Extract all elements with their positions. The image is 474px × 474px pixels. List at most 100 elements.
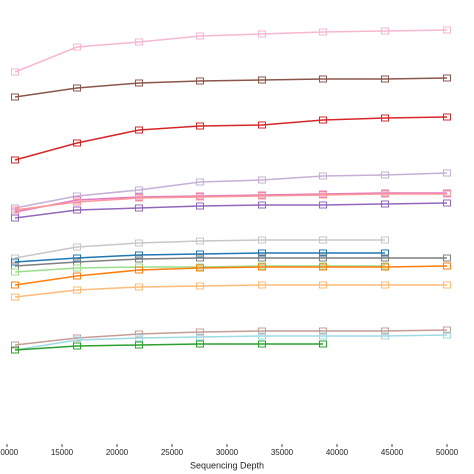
point-marker [134, 330, 143, 338]
point-marker [318, 191, 327, 199]
point-marker [257, 236, 266, 244]
point-marker [442, 199, 451, 207]
point-marker [380, 75, 389, 83]
point-marker [195, 193, 204, 201]
point-marker [10, 281, 19, 289]
series-line [14, 172, 448, 209]
point-marker [72, 43, 81, 51]
point-marker [380, 171, 389, 179]
point-marker [134, 283, 143, 291]
series-line [14, 193, 447, 211]
point-marker [72, 243, 81, 251]
point-marker [10, 341, 19, 349]
point-marker [195, 77, 204, 85]
point-marker [380, 27, 389, 35]
point-marker [72, 206, 81, 214]
point-marker [257, 327, 266, 335]
point-marker [442, 326, 451, 334]
point-marker [442, 169, 451, 177]
point-marker [257, 192, 266, 200]
point-marker [72, 264, 81, 272]
point-marker [442, 74, 451, 82]
series-line [14, 284, 447, 298]
x-tick-label: 50000 [436, 448, 459, 457]
x-tick-label: 25000 [161, 448, 184, 457]
x-axis-label: Sequencing Depth [190, 460, 264, 470]
point-marker [195, 122, 204, 130]
point-marker [380, 332, 389, 340]
point-marker [10, 156, 19, 164]
point-marker [257, 281, 266, 289]
point-marker [134, 38, 143, 46]
point-marker [134, 266, 143, 274]
series-line [14, 334, 448, 351]
point-marker [318, 116, 327, 124]
point-marker [134, 186, 143, 194]
point-marker [257, 340, 266, 348]
point-marker [318, 236, 327, 244]
point-marker [10, 254, 19, 262]
point-marker [442, 254, 451, 262]
point-marker [134, 126, 143, 134]
point-marker [195, 250, 204, 258]
point-marker [318, 75, 327, 83]
point-marker [380, 254, 389, 262]
point-marker [195, 340, 204, 348]
point-marker [318, 340, 327, 348]
point-marker [257, 254, 266, 262]
x-tick-label: 15000 [51, 448, 74, 457]
x-tick-label: 45000 [381, 448, 404, 457]
point-marker [72, 139, 81, 147]
series-line [14, 29, 448, 73]
point-marker [195, 237, 204, 245]
point-marker [318, 201, 327, 209]
point-marker [72, 272, 81, 280]
point-marker [134, 334, 143, 342]
point-marker [257, 263, 266, 271]
point-marker [134, 204, 143, 212]
series-line [14, 252, 385, 263]
point-marker [380, 114, 389, 122]
point-marker [380, 236, 389, 244]
point-marker [10, 268, 19, 276]
point-marker [195, 32, 204, 40]
point-marker [134, 341, 143, 349]
point-marker [134, 251, 143, 259]
point-marker [257, 332, 266, 340]
point-marker [380, 327, 389, 335]
point-marker [72, 84, 81, 92]
point-marker [195, 202, 204, 210]
point-marker [10, 214, 19, 222]
series-line [14, 116, 448, 161]
series-line [14, 343, 323, 351]
point-marker [195, 254, 204, 262]
point-marker [318, 28, 327, 36]
point-marker [380, 200, 389, 208]
point-marker [10, 293, 19, 301]
point-marker [318, 281, 327, 289]
point-marker [257, 201, 266, 209]
series-line [14, 265, 385, 273]
point-marker [10, 68, 19, 76]
point-marker [318, 327, 327, 335]
point-marker [257, 121, 266, 129]
point-marker [10, 93, 19, 101]
point-marker [318, 172, 327, 180]
point-marker [134, 194, 143, 202]
point-marker [380, 190, 389, 198]
point-marker [72, 198, 81, 206]
point-marker [442, 190, 451, 198]
point-marker [257, 30, 266, 38]
series-line [14, 77, 448, 98]
point-marker [442, 331, 451, 339]
point-marker [195, 282, 204, 290]
point-marker [195, 178, 204, 186]
point-marker [10, 346, 19, 354]
series-line [14, 192, 447, 213]
point-marker [134, 79, 143, 87]
point-marker [72, 286, 81, 294]
point-marker [318, 249, 327, 257]
series-line [14, 265, 448, 286]
point-marker [195, 264, 204, 272]
